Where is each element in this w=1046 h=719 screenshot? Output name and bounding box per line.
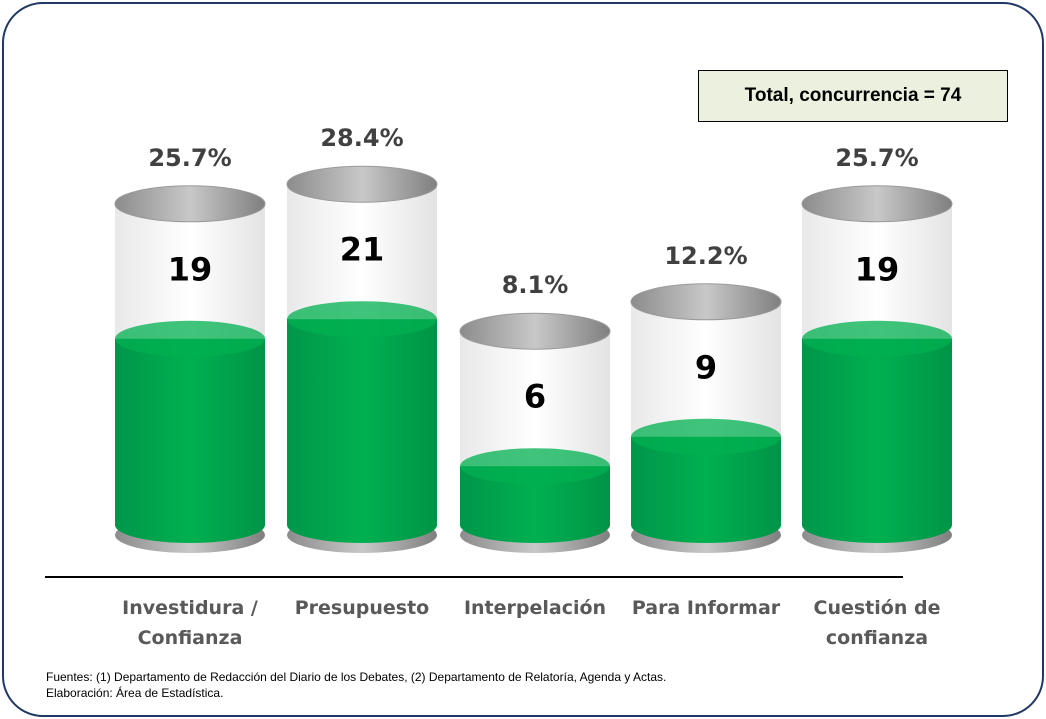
bar-top: [460, 448, 610, 485]
value-label: 21: [340, 231, 385, 269]
cylinder-top: [630, 283, 782, 321]
footnote: Fuentes: (1) Departamento de Redacción d…: [46, 670, 667, 684]
cylinder-top: [114, 185, 266, 223]
cylinder-top: [801, 185, 953, 223]
bar-top: [631, 418, 781, 455]
cylinder-top: [459, 312, 611, 350]
x-tick-label: Investidura / Confianza: [122, 597, 258, 649]
value-label: 9: [695, 348, 717, 386]
bar-bottom: [802, 507, 952, 543]
x-tick-label: Presupuesto: [294, 597, 430, 619]
bar: [115, 338, 265, 525]
share-label: 12.2%: [664, 242, 747, 270]
share-label: 28.4%: [320, 124, 403, 152]
x-tick-label: Interpelación: [463, 597, 607, 619]
cylinder-top: [286, 165, 438, 203]
bar-bottom: [631, 507, 781, 543]
footnote: Elaboración: Área de Estadística.: [46, 686, 224, 700]
share-label: 25.7%: [148, 144, 231, 172]
bar-bottom: [460, 507, 610, 543]
x-tick-label: Para Informar: [631, 597, 781, 619]
value-label: 19: [168, 250, 213, 288]
bar-bottom: [115, 507, 265, 543]
bar: [802, 338, 952, 525]
bar-top: [802, 320, 952, 357]
bar: [287, 319, 437, 525]
share-label: 8.1%: [502, 271, 569, 299]
bar-top: [115, 320, 265, 357]
annotation: Total, concurrencia = 74: [698, 70, 1008, 122]
bar-top: [287, 301, 437, 338]
value-label: 6: [524, 378, 546, 416]
value-label: 19: [855, 250, 900, 288]
bar-bottom: [287, 507, 437, 543]
share-label: 25.7%: [835, 144, 918, 172]
x-tick-label: Cuestión de confianza: [813, 597, 941, 649]
